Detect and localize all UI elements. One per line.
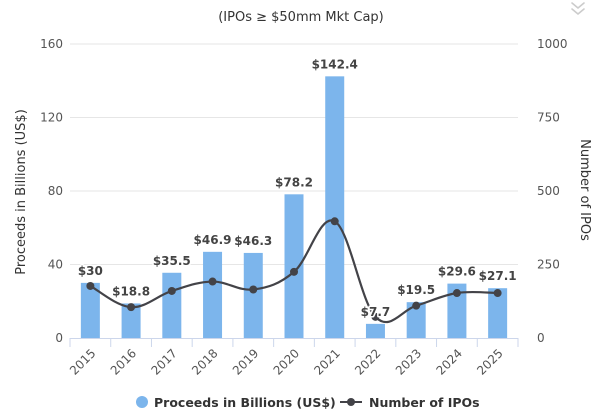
ipo-count-point-2025[interactable] — [493, 289, 502, 298]
bar-2021[interactable] — [325, 76, 345, 338]
ipo-count-point-2019[interactable] — [249, 285, 258, 294]
x-tick-label: 2024 — [434, 346, 465, 377]
left-tick-label: 120 — [40, 111, 63, 125]
x-axis: 2015 2016 2017 2018 2019 2020 2021 2022 2023 2024… — [67, 338, 519, 378]
right-tick-label: 750 — [537, 111, 560, 125]
left-tick-label: 160 — [40, 37, 63, 51]
ipo-count-point-2024[interactable] — [452, 289, 461, 298]
bar-data-label: $46.9 — [194, 233, 232, 247]
right-axis-ticks: 0 250 500 750 1000 — [537, 37, 568, 345]
bar-2020[interactable] — [284, 194, 304, 338]
bar-data-label: $18.8 — [112, 284, 150, 298]
bar-2015[interactable] — [80, 282, 100, 338]
bar-2017[interactable] — [162, 272, 182, 338]
x-tick-label: 2021 — [311, 346, 342, 377]
proceeds-bars — [80, 76, 508, 338]
x-tick-label: 2020 — [271, 346, 302, 377]
ipo-count-point-2023[interactable] — [412, 301, 421, 310]
bar-2022[interactable] — [365, 323, 385, 338]
bar-data-label: $27.1 — [479, 269, 517, 283]
x-tick-label: 2017 — [148, 346, 179, 377]
right-tick-label: 250 — [537, 258, 560, 272]
right-tick-label: 0 — [537, 331, 545, 345]
x-tick-label: 2023 — [393, 346, 424, 377]
legend-label-ipos[interactable]: Number of IPOs — [369, 395, 480, 410]
bar-data-label: $29.6 — [438, 265, 476, 279]
ipo-count-line-path — [89, 219, 498, 324]
ipo-count-point-2018[interactable] — [208, 277, 217, 286]
chevron-double-down-icon[interactable] — [571, 2, 585, 15]
ipo-count-line — [86, 217, 502, 324]
bar-2019[interactable] — [243, 252, 263, 338]
legend-line-marker[interactable] — [347, 398, 355, 406]
left-axis-title: Proceeds in Billions (US$) — [14, 109, 29, 275]
right-tick-label: 500 — [537, 184, 560, 198]
x-tick-label: 2025 — [474, 346, 505, 377]
ipo-count-point-2020[interactable] — [290, 267, 298, 276]
right-tick-label: 1000 — [537, 37, 568, 51]
left-tick-label: 80 — [48, 184, 63, 198]
bar-data-label: $30 — [78, 264, 103, 278]
x-tick-label: 2015 — [67, 346, 98, 377]
bar-data-label: $142.4 — [312, 57, 358, 71]
export-menu-button[interactable] — [568, 0, 590, 18]
legend-bar-swatch[interactable] — [136, 396, 148, 408]
x-tick-label: 2016 — [108, 346, 139, 377]
left-axis-ticks: 0 40 80 120 160 — [40, 37, 63, 345]
bar-2024[interactable] — [447, 283, 467, 338]
x-tick-label: 2019 — [230, 346, 261, 377]
bar-2016[interactable] — [121, 303, 141, 338]
legend-item-proceeds[interactable]: Proceeds in Billions (US$) — [136, 395, 336, 410]
left-tick-label: 0 — [55, 331, 63, 345]
bar-data-label: $46.3 — [234, 234, 272, 248]
bar-data-label: $35.5 — [153, 254, 191, 268]
ipo-count-point-2015[interactable] — [86, 281, 95, 290]
legend-label-proceeds[interactable]: Proceeds in Billions (US$) — [154, 395, 336, 410]
bar-data-label: $19.5 — [397, 283, 435, 297]
chart-subtitle: (IPOs ≥ $50mm Mkt Cap) — [218, 10, 384, 25]
bar-2018[interactable] — [203, 251, 223, 338]
bar-data-label: $78.2 — [275, 175, 313, 189]
ipo-count-point-2016[interactable] — [127, 303, 136, 312]
legend: Proceeds in Billions (US$) Number of IPO… — [136, 395, 480, 410]
x-tick-label: 2022 — [352, 346, 383, 377]
left-tick-label: 40 — [48, 258, 63, 272]
x-tick-label: 2018 — [189, 346, 220, 377]
ipo-count-point-2021[interactable] — [330, 217, 339, 226]
bar-2025[interactable] — [488, 288, 508, 338]
right-axis-title: Number of IPOs — [577, 139, 592, 241]
bar-data-label: $7.7 — [361, 305, 391, 319]
legend-item-ipos[interactable]: Number of IPOs — [340, 395, 480, 410]
ipo-count-point-2017[interactable] — [167, 286, 176, 295]
bar-data-labels: $30 $18.8 $35.5$46.9 $46.3 $78.2 $142.4 $7.7 $1… — [76, 56, 518, 321]
bar-2023[interactable] — [406, 302, 426, 338]
ipo-count-point-2022[interactable] — [371, 312, 380, 321]
